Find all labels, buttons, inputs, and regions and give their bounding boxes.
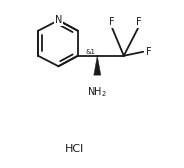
Text: F: F [109, 17, 114, 27]
Text: F: F [136, 17, 142, 27]
Text: &1: &1 [86, 49, 95, 55]
Text: N: N [55, 15, 62, 25]
Text: HCl: HCl [65, 143, 84, 154]
Polygon shape [94, 56, 101, 75]
Text: F: F [146, 47, 152, 57]
Text: NH$_2$: NH$_2$ [87, 85, 107, 99]
